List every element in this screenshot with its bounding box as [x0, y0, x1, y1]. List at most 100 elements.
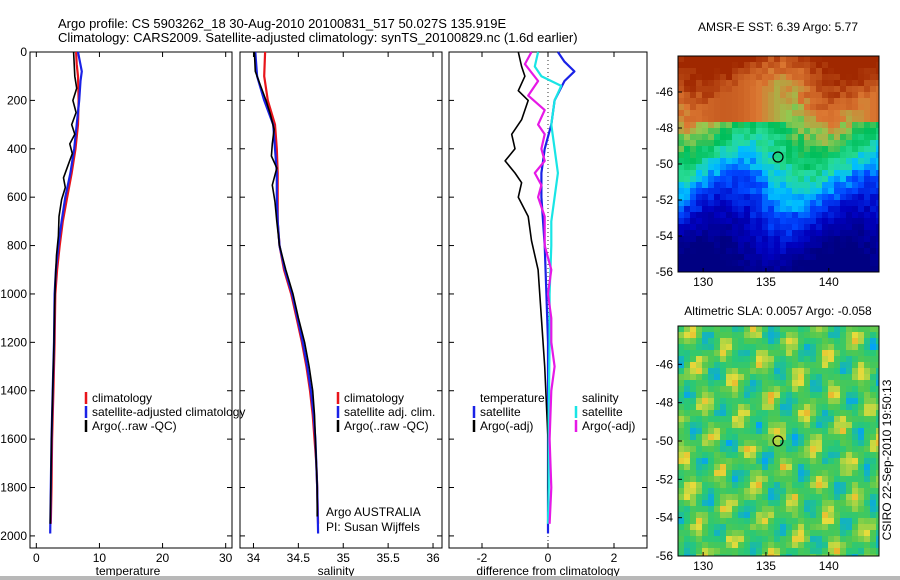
sst-cell — [846, 68, 853, 75]
sst-cell — [744, 236, 751, 243]
sst-cell — [738, 194, 745, 201]
sla-cell — [774, 338, 781, 345]
sst-cell — [756, 146, 763, 153]
sst-cell — [876, 104, 879, 111]
sst-cell — [780, 254, 787, 261]
sst-cell — [738, 212, 745, 219]
sla-cell — [816, 374, 823, 381]
sla-cell — [684, 344, 691, 351]
sst-cell — [876, 272, 883, 279]
sst-cell — [774, 200, 781, 207]
sst-cell — [804, 110, 811, 117]
sst-cell — [780, 122, 787, 129]
sst-cell — [708, 74, 715, 81]
sla-cell — [744, 356, 751, 363]
sst-cell — [744, 146, 751, 153]
sst-cell — [690, 176, 697, 183]
sst-cell — [774, 254, 781, 261]
sst-cell — [858, 98, 865, 105]
sst-cell — [816, 104, 823, 111]
sla-cell — [858, 530, 865, 537]
sst-cell — [864, 116, 871, 123]
sla-cell — [756, 392, 763, 399]
sla-cell — [804, 386, 811, 393]
sla-cell — [798, 482, 805, 489]
sla-cell — [684, 548, 691, 555]
sla-cell — [822, 326, 829, 333]
sst-cell — [864, 248, 871, 255]
sla-cell — [738, 386, 745, 393]
sla-cell — [756, 476, 763, 483]
sst-cell — [846, 212, 853, 219]
sst-cell — [768, 182, 775, 189]
sla-cell — [816, 458, 823, 465]
sst-cell — [864, 98, 871, 105]
sla-cell — [678, 506, 685, 513]
sst-cell — [726, 188, 733, 195]
sla-cell — [690, 524, 697, 531]
sla-cell — [810, 536, 817, 543]
sst-cell — [804, 224, 811, 231]
sst-cell — [810, 218, 817, 225]
sst-cell — [816, 56, 823, 63]
sst-cell — [708, 122, 715, 129]
sst-cell — [690, 74, 697, 81]
sla-cell — [732, 524, 739, 531]
sst-cell — [684, 92, 691, 99]
sla-cell — [714, 410, 721, 417]
sla-cell — [816, 350, 823, 357]
sst-cell — [876, 164, 879, 171]
sla-cell — [828, 362, 835, 369]
sla-cell — [756, 398, 763, 405]
sla-cell — [750, 440, 757, 447]
legend-label: satellite — [480, 405, 521, 419]
sla-cell — [732, 470, 739, 477]
sst-cell — [798, 224, 805, 231]
sla-cell — [696, 494, 703, 501]
sla-cell — [762, 500, 769, 507]
sst-cell — [792, 236, 799, 243]
sla-cell — [852, 380, 859, 387]
sst-cell — [870, 224, 877, 231]
sla-cell — [828, 374, 835, 381]
y-tick-label: 600 — [7, 190, 27, 204]
sst-cell — [840, 212, 847, 219]
sla-cell — [810, 476, 817, 483]
sla-cell — [690, 368, 697, 375]
sst-cell — [792, 98, 799, 105]
sla-cell — [714, 338, 721, 345]
sla-cell — [726, 428, 733, 435]
sla-cell — [846, 416, 853, 423]
sla-cell — [822, 374, 829, 381]
sla-cell — [810, 368, 817, 375]
sla-cell — [846, 506, 853, 513]
sst-cell — [864, 110, 871, 117]
sla-cell — [768, 518, 775, 525]
sla-cell — [822, 356, 829, 363]
sst-cell — [852, 98, 859, 105]
sst-cell — [750, 74, 757, 81]
sla-cell — [726, 422, 733, 429]
sst-cell — [846, 248, 853, 255]
sla-cell — [816, 380, 823, 387]
sla-cell — [804, 458, 811, 465]
sst-cell — [750, 110, 757, 117]
sla-cell — [762, 494, 769, 501]
sla-cell — [726, 500, 733, 507]
sla-cell — [816, 368, 823, 375]
sst-cell — [828, 260, 835, 267]
sla-cell — [786, 542, 793, 549]
sla-cell — [822, 482, 829, 489]
sla-cell — [834, 548, 841, 555]
sst-cell — [852, 272, 859, 279]
sla-cell — [792, 440, 799, 447]
sla-cell — [852, 398, 859, 405]
map-x-tick-label: 135 — [756, 275, 776, 289]
sla-cell — [870, 542, 877, 549]
sst-cell — [846, 200, 853, 207]
sst-cell — [786, 272, 793, 279]
sst-cell — [726, 200, 733, 207]
sst-cell — [696, 140, 703, 147]
sst-cell — [702, 110, 709, 117]
sst-cell — [834, 122, 841, 129]
